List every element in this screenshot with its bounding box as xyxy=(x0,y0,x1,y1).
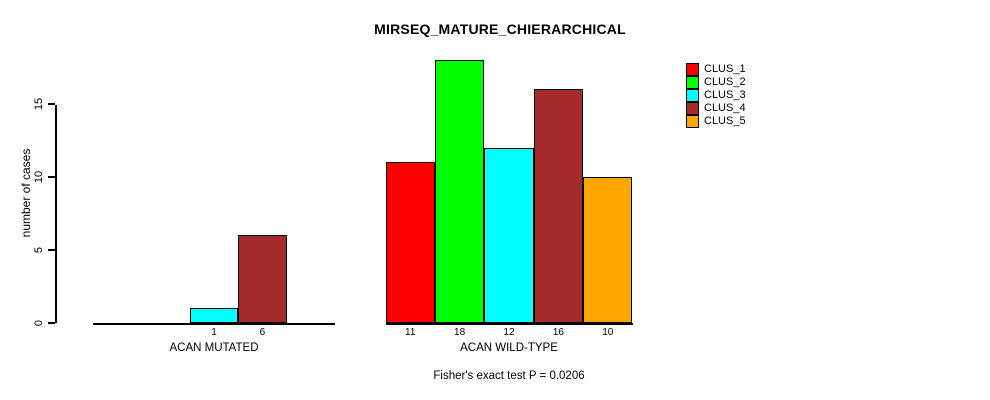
legend-item-clus_3: CLUS_3 xyxy=(686,89,746,102)
legend-label: CLUS_1 xyxy=(704,63,746,75)
legend-item-clus_1: CLUS_1 xyxy=(686,63,746,76)
legend-swatch-icon xyxy=(686,115,699,128)
bar-value-label: 18 xyxy=(454,327,466,338)
bar-value-label: 11 xyxy=(405,327,416,338)
y-tick-label: 10 xyxy=(33,170,45,184)
bar-clus_4 xyxy=(238,235,287,323)
y-tick-label: 5 xyxy=(33,246,45,254)
y-tick-mark xyxy=(48,249,55,251)
group-label-mutated: ACAN MUTATED xyxy=(169,342,259,354)
bar-clus_5 xyxy=(583,177,633,323)
y-tick-label: 0 xyxy=(33,319,45,327)
bar-clus_3 xyxy=(189,308,239,323)
bar-clus_4 xyxy=(533,89,584,323)
bar-value-label: 1 xyxy=(211,327,217,338)
legend-item-clus_5: CLUS_5 xyxy=(686,115,746,128)
bar-value-label: 16 xyxy=(552,327,564,338)
legend-swatch-icon xyxy=(686,102,699,115)
legend-swatch-icon xyxy=(686,76,699,89)
legend-label: CLUS_5 xyxy=(704,115,746,127)
legend-swatch-icon xyxy=(686,89,699,102)
group-label-wildtype: ACAN WILD-TYPE xyxy=(460,342,558,354)
subtitle-pvalue: Fisher's exact test P = 0.0206 xyxy=(433,370,585,382)
y-tick-mark xyxy=(48,103,55,105)
group-baseline xyxy=(93,323,335,325)
bar-clus_3 xyxy=(484,147,534,323)
chart-title: MIRSEQ_MATURE_CHIERARCHICAL xyxy=(374,21,626,37)
legend-item-clus_4: CLUS_4 xyxy=(686,102,746,115)
legend-item-clus_2: CLUS_2 xyxy=(686,76,746,89)
bar-value-label: 10 xyxy=(602,327,614,338)
bar-clus_2 xyxy=(434,60,485,323)
legend-label: CLUS_4 xyxy=(704,102,746,114)
legend-swatch-icon xyxy=(686,63,699,76)
legend: CLUS_1 CLUS_2 CLUS_3 CLUS_4 CLUS_5 xyxy=(686,63,746,128)
group-baseline xyxy=(385,323,633,325)
bar-clus_1 xyxy=(385,162,435,323)
y-tick-mark xyxy=(48,322,55,324)
bar-value-label: 12 xyxy=(503,327,515,338)
y-tick-mark xyxy=(48,176,55,178)
legend-label: CLUS_2 xyxy=(704,76,746,88)
legend-label: CLUS_3 xyxy=(704,89,746,101)
y-axis-line xyxy=(55,105,57,323)
bar-value-label: 6 xyxy=(259,327,266,338)
y-tick-label: 15 xyxy=(33,97,45,111)
